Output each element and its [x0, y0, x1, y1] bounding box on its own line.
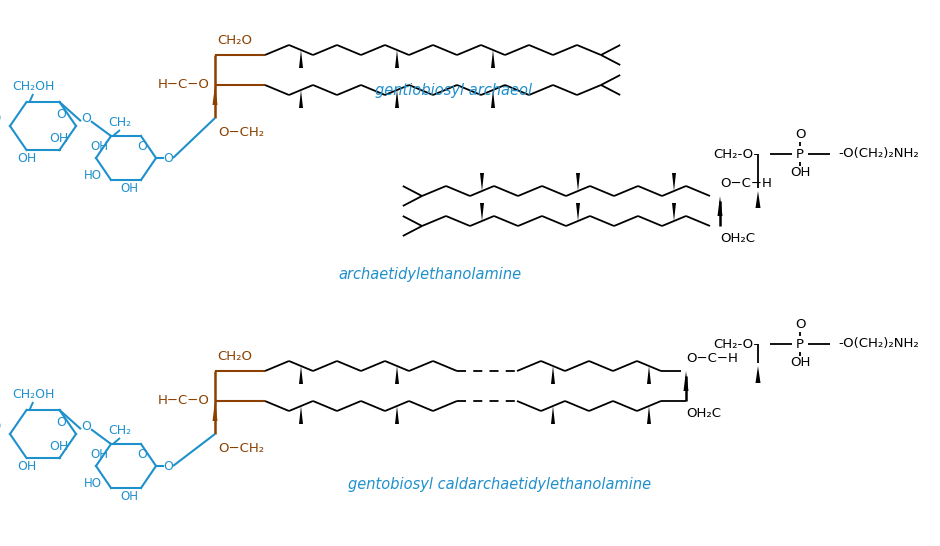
Text: H−C−O: H−C−O [158, 394, 210, 407]
Polygon shape [683, 371, 688, 391]
Text: CH₂OH: CH₂OH [12, 389, 55, 401]
Text: OH: OH [90, 140, 108, 153]
Text: gentobiosyl caldarchaetidylethanolamine: gentobiosyl caldarchaetidylethanolamine [349, 477, 651, 491]
Polygon shape [395, 366, 399, 384]
Polygon shape [672, 203, 676, 221]
Polygon shape [480, 203, 484, 221]
Polygon shape [299, 366, 303, 384]
Text: O−C−H: O−C−H [720, 177, 772, 190]
Text: O: O [137, 448, 148, 461]
Text: OH: OH [17, 460, 36, 472]
Text: CH₂-O-: CH₂-O- [713, 147, 758, 161]
Text: OH: OH [790, 165, 810, 179]
Polygon shape [672, 173, 676, 191]
Text: O: O [56, 416, 66, 429]
Text: O: O [794, 318, 806, 330]
Text: OH: OH [120, 181, 138, 194]
Polygon shape [395, 406, 399, 424]
Text: P: P [796, 337, 804, 351]
Text: O: O [56, 108, 66, 121]
Text: CH₂OH: CH₂OH [12, 80, 55, 93]
Polygon shape [395, 50, 399, 68]
Polygon shape [756, 366, 760, 383]
Text: O−C−H: O−C−H [686, 352, 738, 365]
Polygon shape [299, 90, 303, 108]
Text: O: O [137, 140, 148, 153]
Text: OH: OH [50, 440, 69, 453]
Text: gentiobiosyl archaeol: gentiobiosyl archaeol [375, 84, 532, 98]
Text: OH₂C: OH₂C [686, 407, 721, 420]
Text: O−CH₂: O−CH₂ [218, 126, 264, 139]
Polygon shape [299, 50, 303, 68]
Polygon shape [717, 196, 723, 216]
Text: P: P [796, 147, 804, 161]
Text: CH₂O: CH₂O [217, 350, 252, 363]
Polygon shape [395, 90, 399, 108]
Text: O: O [81, 420, 91, 432]
Text: HO: HO [0, 420, 2, 434]
Text: HO: HO [84, 477, 102, 490]
Text: OH: OH [790, 355, 810, 369]
Polygon shape [756, 191, 760, 208]
Text: HO: HO [0, 112, 2, 125]
Text: -O(CH₂)₂NH₂: -O(CH₂)₂NH₂ [838, 147, 918, 161]
Text: OH₂C: OH₂C [720, 232, 755, 245]
Text: OH: OH [50, 132, 69, 145]
Polygon shape [647, 406, 651, 424]
Text: O−CH₂: O−CH₂ [218, 442, 264, 455]
Text: O: O [163, 151, 173, 164]
Text: H−C−O: H−C−O [158, 78, 210, 91]
Polygon shape [212, 401, 217, 421]
Text: -O(CH₂)₂NH₂: -O(CH₂)₂NH₂ [838, 337, 918, 351]
Text: archaetidylethanolamine: archaetidylethanolamine [338, 266, 522, 282]
Polygon shape [576, 173, 580, 191]
Text: CH₂O: CH₂O [217, 34, 252, 47]
Text: O: O [163, 460, 173, 472]
Polygon shape [491, 90, 495, 108]
Text: HO: HO [84, 169, 102, 182]
Polygon shape [212, 85, 217, 105]
Polygon shape [491, 50, 495, 68]
Polygon shape [551, 366, 555, 384]
Text: CH₂: CH₂ [108, 424, 132, 437]
Polygon shape [647, 366, 651, 384]
Text: CH₂-O-: CH₂-O- [713, 337, 758, 351]
Text: OH: OH [90, 448, 108, 461]
Polygon shape [576, 203, 580, 221]
Text: OH: OH [120, 490, 138, 502]
Polygon shape [299, 406, 303, 424]
Text: O: O [794, 128, 806, 140]
Text: CH₂: CH₂ [108, 116, 132, 129]
Polygon shape [480, 173, 484, 191]
Text: OH: OH [17, 151, 36, 164]
Polygon shape [551, 406, 555, 424]
Text: O: O [81, 112, 91, 124]
